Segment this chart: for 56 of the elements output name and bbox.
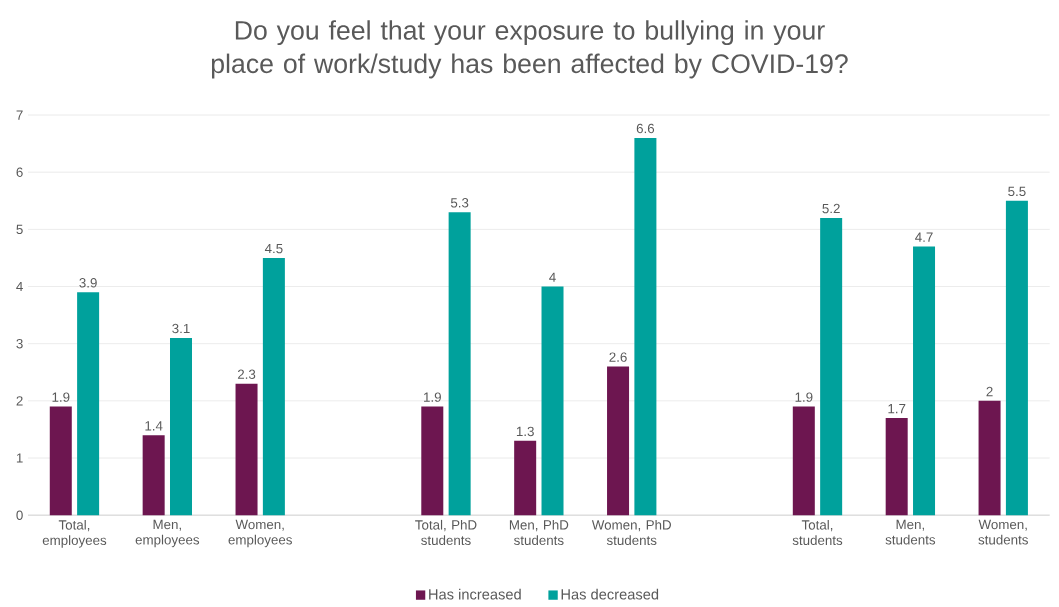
bar [607, 366, 630, 516]
y-tick-label: 1 [16, 453, 23, 463]
data-label: 4.5 [264, 244, 283, 254]
data-label: 1.7 [888, 404, 906, 414]
bar [77, 292, 100, 516]
data-label: 4.7 [915, 232, 933, 242]
y-tick-label: 3 [16, 339, 23, 349]
x-tick-label: Women, students [978, 519, 1028, 545]
bar [820, 218, 843, 516]
y-tick-label: 2 [16, 396, 23, 406]
bar [421, 406, 444, 516]
x-tick-label: Men, PhD students [509, 520, 569, 546]
bar [514, 440, 537, 516]
bar [885, 418, 908, 516]
x-tick-label: Men, employees [135, 519, 200, 548]
x-tick-label: Women, employees [228, 519, 292, 548]
data-label: 5.2 [822, 203, 840, 214]
legend-label: Has increased [429, 588, 521, 600]
bar [262, 258, 285, 516]
data-label: 1.9 [424, 392, 441, 402]
y-tick-label: 4 [16, 282, 23, 292]
data-label: 5.3 [450, 198, 469, 208]
y-tick-label: 7 [16, 110, 23, 120]
data-label: 5.5 [1008, 186, 1026, 197]
legend-label: Has decreased [561, 588, 659, 600]
x-tick-label: Women, PhD students [591, 520, 671, 546]
x-tick-label: Total, PhD students [415, 520, 477, 546]
x-tick-label: Total, employees [42, 520, 107, 548]
bar [448, 212, 471, 516]
bar [978, 400, 1001, 516]
chart-title: Do you feel that your exposure to bullying in your place of work/study has been affected by COVID-19? [211, 20, 848, 79]
x-tick-label: Total, students [792, 520, 843, 546]
bar [170, 338, 192, 516]
bar [49, 406, 72, 516]
bar [634, 138, 657, 516]
data-label: 4 [549, 272, 556, 282]
data-label: 1.4 [145, 421, 163, 431]
y-tick-label: 5 [16, 224, 23, 235]
data-label: 2.6 [609, 352, 627, 362]
data-label: 3.9 [79, 278, 97, 288]
bar [913, 246, 936, 516]
data-label: 2 [986, 386, 993, 397]
bar [541, 286, 564, 516]
y-tick-label: 6 [16, 167, 23, 178]
y-tick-label: 0 [16, 510, 23, 521]
data-label: 1.9 [795, 392, 813, 402]
bar [792, 406, 815, 516]
bar [235, 383, 258, 516]
data-label: 6.6 [636, 123, 655, 134]
bar [1005, 200, 1028, 516]
data-label: 2.3 [237, 369, 256, 380]
data-label: 1.3 [516, 426, 534, 437]
x-tick-label: Men, students [885, 519, 936, 545]
data-label: 1.9 [52, 392, 70, 402]
bar [142, 435, 165, 516]
data-label: 3.1 [172, 323, 190, 334]
